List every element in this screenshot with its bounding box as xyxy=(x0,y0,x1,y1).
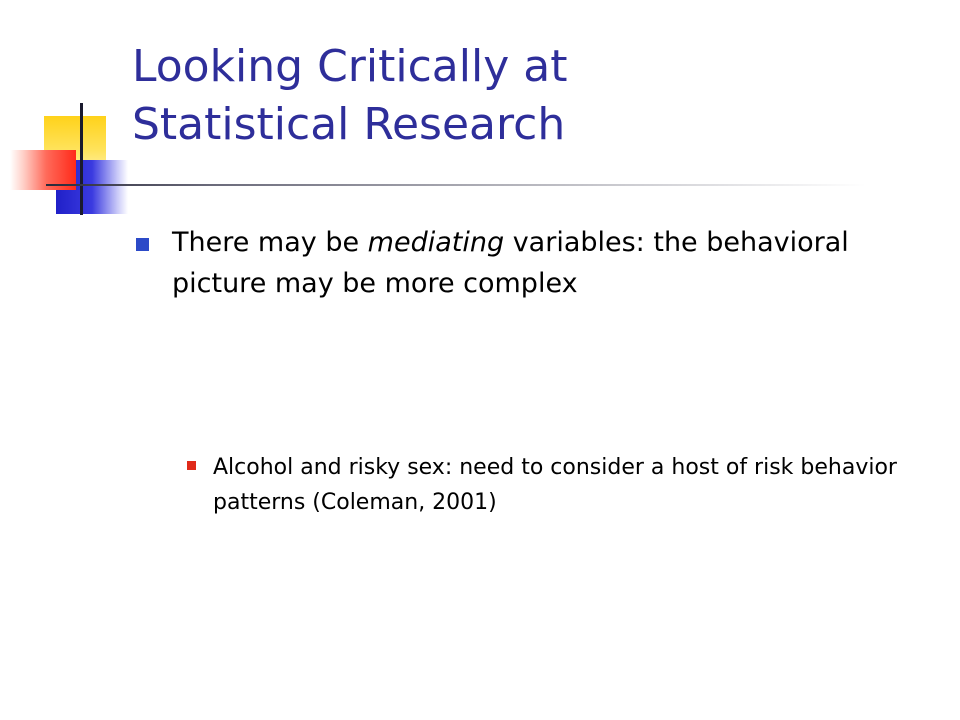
sub-bullet-item: Alcohol and risky sex: need to consider … xyxy=(184,450,904,520)
slide-title-line-1: Looking Critically at xyxy=(132,41,568,92)
slide-title-line-2: Statistical Research xyxy=(132,99,566,150)
bullet-text-suffix: variables: the behavioral picture may be… xyxy=(172,227,849,299)
sub-bullet-text: Alcohol and risky sex: need to consider … xyxy=(213,455,897,515)
bullet-text: There may be mediating variables: the be… xyxy=(172,222,912,304)
bullet-text-prefix: There may be xyxy=(172,227,368,258)
bullet-item: There may be mediating variables: the be… xyxy=(132,222,912,304)
square-sub-bullet-icon xyxy=(187,461,196,470)
vertical-rule xyxy=(80,103,83,215)
title-underline-rule xyxy=(46,184,866,186)
slide-title: Looking Critically at Statistical Resear… xyxy=(132,38,932,154)
square-bullet-icon xyxy=(136,238,149,251)
bullet-text-emphasis: mediating xyxy=(367,227,505,258)
red-square-decoration xyxy=(10,150,76,190)
